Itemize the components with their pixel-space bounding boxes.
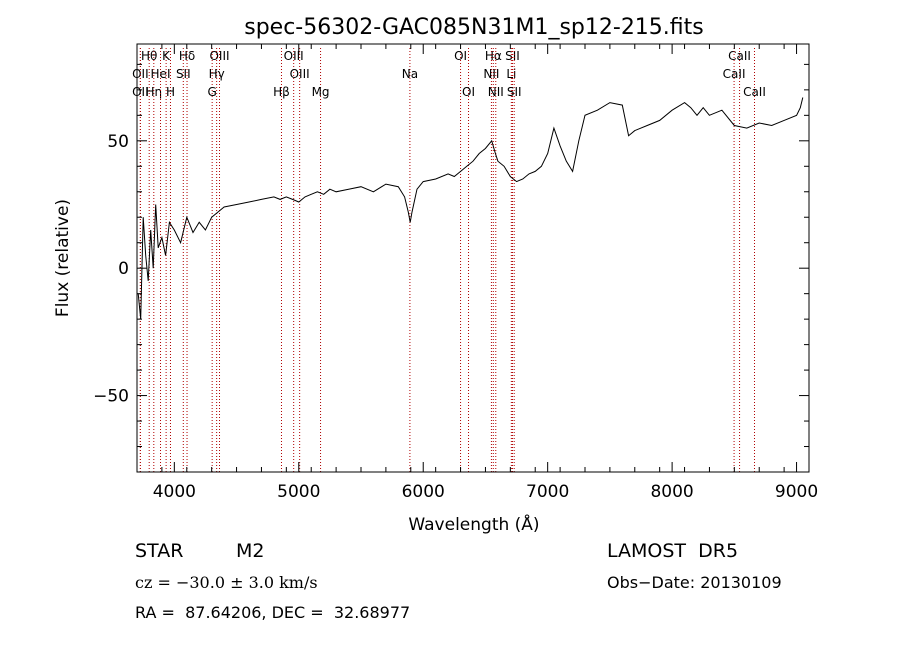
line-label: OII — [132, 85, 149, 99]
line-label: Mg — [312, 85, 330, 99]
line-label: Hθ — [141, 49, 157, 63]
line-label: HeI — [151, 67, 171, 81]
y-tick-label: 50 — [107, 132, 129, 152]
y-tick-label: −50 — [93, 387, 129, 407]
line-label: SII — [507, 85, 522, 99]
observation-date: Obs−Date: 20130109 — [607, 573, 782, 592]
line-label: OIII — [284, 49, 304, 63]
x-tick-label: 4000 — [153, 482, 196, 502]
line-label: Hβ — [273, 85, 290, 99]
line-label: Hγ — [209, 67, 225, 81]
x-tick-label: 7000 — [526, 482, 569, 502]
x-tick-label: 9000 — [775, 482, 818, 502]
line-label: OI — [462, 85, 475, 99]
object-subclass: M2 — [236, 540, 265, 562]
line-label: K — [162, 49, 171, 63]
line-label: OIII — [290, 67, 310, 81]
line-label: OII — [132, 67, 149, 81]
line-label: Hη — [145, 85, 162, 99]
line-label: Li — [506, 67, 516, 81]
line-label: Hδ — [179, 49, 195, 63]
y-axis-label: Flux (relative) — [53, 199, 73, 317]
line-label: H — [166, 85, 175, 99]
line-label: NII — [483, 67, 499, 81]
line-label: CaII — [723, 67, 746, 81]
x-tick-label: 6000 — [402, 482, 445, 502]
object-class: STAR — [135, 540, 184, 562]
flux-line — [137, 97, 804, 320]
axis-ticks: 4000 5000 6000 7000 8000 9000 −50 0 50 — [93, 44, 818, 502]
redshift-cz: cz = −30.0 ± 3.0 km/s — [135, 573, 318, 592]
line-label: OIII — [209, 49, 229, 63]
chart-title: spec-56302-GAC085N31M1_sp12-215.fits — [244, 15, 704, 40]
x-tick-label: 5000 — [277, 482, 320, 502]
line-label: SII — [176, 67, 191, 81]
survey-name: LAMOST DR5 — [607, 540, 739, 562]
line-label: Hα — [485, 49, 502, 63]
line-label: G — [208, 85, 217, 99]
line-label: OI — [454, 49, 467, 63]
x-axis-label: Wavelength (Å) — [408, 513, 539, 535]
flux-series — [137, 97, 804, 320]
coordinates: RA = 87.64206, DEC = 32.68977 — [135, 603, 411, 622]
plot-frame — [136, 43, 810, 473]
line-label: CaII — [743, 85, 766, 99]
line-label: NII — [488, 85, 504, 99]
x-tick-label: 8000 — [650, 482, 693, 502]
line-label: Na — [402, 67, 418, 81]
y-tick-label: 0 — [118, 259, 129, 279]
line-label: SII — [505, 49, 520, 63]
line-label: CaII — [728, 49, 751, 63]
